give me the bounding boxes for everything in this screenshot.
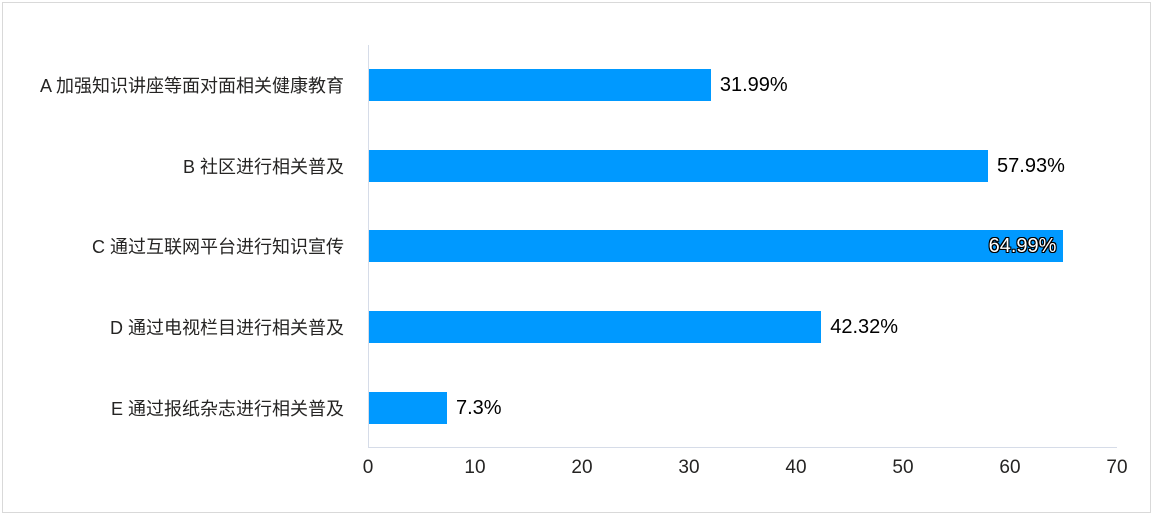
value-label: 64.99% — [988, 235, 1057, 258]
bar — [369, 149, 989, 182]
bar-band: 7.3% — [369, 367, 1117, 448]
bar-band: 57.93% — [369, 126, 1117, 207]
x-axis-tick-label: 50 — [892, 457, 914, 478]
bar: 64.99% — [369, 230, 1064, 263]
category-label: E 通过报纸杂志进行相关普及 — [110, 398, 344, 419]
value-label: 42.32% — [830, 316, 899, 339]
bar-band: 42.32% — [369, 287, 1117, 368]
x-axis-tick-label: 20 — [571, 457, 593, 478]
x-axis: 0 10 20 30 40 50 60 70 — [363, 457, 1128, 484]
category-label: D 通过电视栏目进行相关普及 — [110, 318, 344, 339]
plot-area: 31.99% 57.93% 64.99% 42.32% 7.3% — [368, 45, 1117, 448]
bar — [369, 69, 711, 102]
x-axis-tick-label: 0 — [362, 457, 374, 478]
x-axis-tick-label: 70 — [1106, 457, 1128, 478]
bar-band: 31.99% — [369, 45, 1117, 126]
category-label: B 社区进行相关普及 — [182, 156, 344, 177]
bar-band: 64.99% — [369, 206, 1117, 287]
x-axis-tick-label: 10 — [464, 457, 486, 478]
x-axis-tick-label: 40 — [785, 457, 807, 478]
category-label: C 通过互联网平台进行知识宣传 — [92, 237, 344, 258]
value-label: 57.93% — [997, 154, 1065, 177]
value-label: 7.3% — [456, 396, 502, 419]
bar — [369, 391, 447, 424]
category-label: A 加强知识讲座等面对面相关健康教育 — [39, 76, 344, 97]
y-axis-category-labels: A 加强知识讲座等面对面相关健康教育 B 社区进行相关普及 C 通过互联网平台进行知… — [0, 45, 368, 448]
x-axis-tick-label: 30 — [678, 457, 700, 478]
value-label: 31.99% — [719, 74, 788, 97]
bar — [369, 311, 822, 344]
x-axis-tick-label: 60 — [999, 457, 1021, 478]
